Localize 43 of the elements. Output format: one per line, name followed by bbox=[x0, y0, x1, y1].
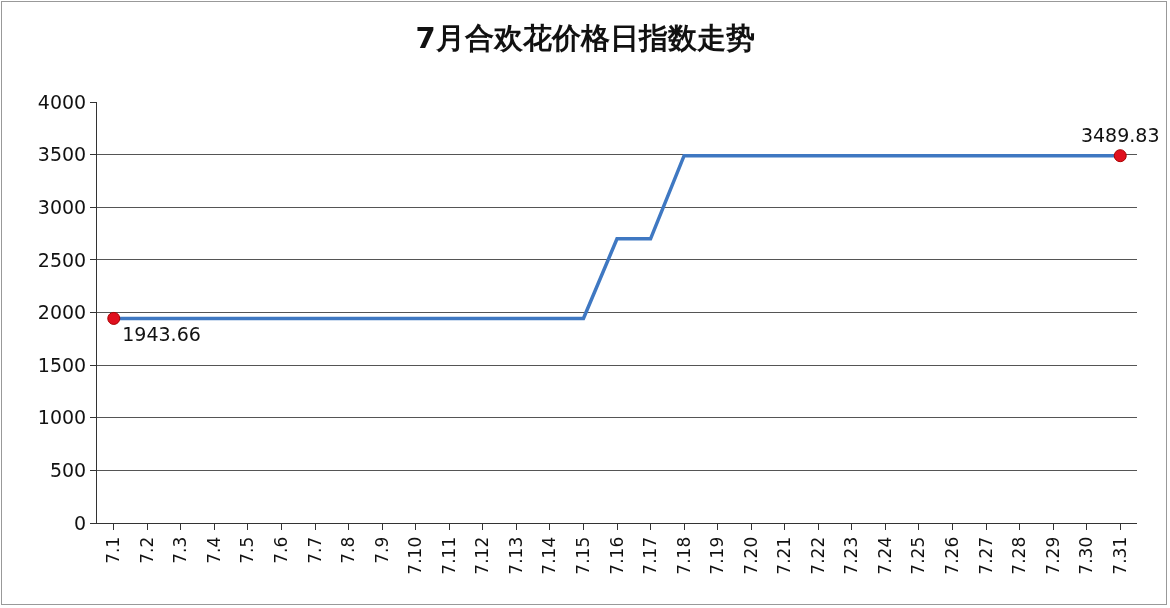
x-tick-label: 7.18 bbox=[673, 536, 694, 575]
x-tick-label: 7.3 bbox=[170, 536, 191, 564]
chart-title: 7月合欢花价格日指数走势 bbox=[415, 20, 755, 55]
x-tick-label: 7.27 bbox=[975, 536, 996, 575]
x-tick-label: 7.10 bbox=[405, 536, 426, 575]
x-tick-label: 7.30 bbox=[1076, 536, 1097, 575]
x-tick-label: 7.1 bbox=[103, 536, 124, 564]
y-tick-label: 2000 bbox=[37, 301, 87, 324]
x-tick-label: 7.4 bbox=[203, 536, 224, 564]
x-tick-label: 7.23 bbox=[841, 536, 862, 575]
x-tick-label: 7.9 bbox=[371, 536, 392, 564]
x-tick-label: 7.17 bbox=[640, 536, 661, 575]
x-tick-label: 7.6 bbox=[271, 536, 292, 564]
x-tick-label: 7.15 bbox=[572, 536, 593, 575]
x-tick-label: 7.31 bbox=[1109, 536, 1130, 575]
x-tick-label: 7.13 bbox=[505, 536, 526, 575]
x-tick-label: 7.24 bbox=[874, 536, 895, 575]
y-tick-label: 3500 bbox=[37, 143, 87, 166]
x-tick-label: 7.19 bbox=[707, 536, 728, 575]
x-tick-label: 7.2 bbox=[136, 536, 157, 564]
x-tick-label: 7.21 bbox=[774, 536, 795, 575]
y-tick-label: 1500 bbox=[37, 353, 87, 376]
x-tick-label: 7.8 bbox=[338, 536, 359, 564]
x-tick-label: 7.26 bbox=[942, 536, 963, 575]
x-tick-label: 7.29 bbox=[1042, 536, 1063, 575]
x-tick-label: 7.5 bbox=[237, 536, 258, 564]
x-tick-label: 7.11 bbox=[438, 536, 459, 575]
data-label: 1943.66 bbox=[122, 323, 201, 346]
data-label: 3489.83 bbox=[1080, 124, 1160, 147]
x-tick-label: 7.22 bbox=[807, 536, 828, 575]
y-tick-label: 4000 bbox=[37, 90, 87, 113]
x-tick-label: 7.12 bbox=[472, 536, 493, 575]
x-tick-label: 7.14 bbox=[539, 536, 560, 575]
x-tick-label: 7.16 bbox=[606, 536, 627, 575]
x-tick-label: 7.20 bbox=[740, 536, 761, 575]
y-tick-label: 500 bbox=[49, 459, 87, 482]
x-tick-label: 7.25 bbox=[908, 536, 929, 575]
x-tick-label: 7.7 bbox=[304, 536, 325, 564]
y-tick-label: 2500 bbox=[37, 248, 87, 271]
y-tick-label: 1000 bbox=[37, 406, 87, 429]
x-tick-label: 7.28 bbox=[1009, 536, 1030, 575]
y-tick-label: 0 bbox=[74, 511, 87, 534]
y-tick-label: 3000 bbox=[37, 195, 87, 218]
